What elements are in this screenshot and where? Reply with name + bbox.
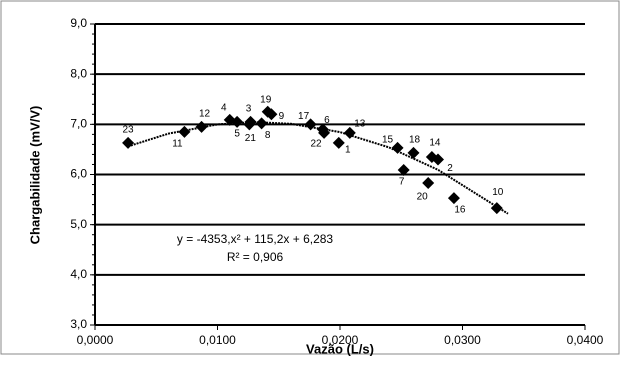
y-tick-label: 3,0 xyxy=(70,317,87,331)
point-label: 21 xyxy=(245,133,257,144)
point xyxy=(265,108,278,121)
point xyxy=(332,136,345,149)
point xyxy=(243,118,256,131)
point-label: 8 xyxy=(265,130,271,141)
point-label: 20 xyxy=(417,192,429,203)
point-label: 15 xyxy=(382,135,394,146)
point-label: 6 xyxy=(324,115,330,126)
point-label: 12 xyxy=(199,108,211,119)
point-label: 18 xyxy=(409,135,421,146)
point-label: 1 xyxy=(345,145,351,156)
point xyxy=(195,120,208,133)
point-label: 7 xyxy=(399,177,405,188)
x-axis-label: Vazão (L/s) xyxy=(306,341,374,356)
point-label: 10 xyxy=(492,187,504,198)
point xyxy=(490,202,503,215)
y-tick-label: 4,0 xyxy=(70,267,87,281)
point-label: 2 xyxy=(447,163,453,174)
point xyxy=(422,177,435,190)
x-tick-label: 0,0000 xyxy=(77,333,114,347)
point-label: 4 xyxy=(221,102,227,113)
point-label: 23 xyxy=(123,125,135,136)
y-tick-label: 8,0 xyxy=(70,66,87,80)
y-tick-label: 9,0 xyxy=(70,16,87,30)
point-label: 17 xyxy=(298,111,310,122)
point xyxy=(397,163,410,176)
point-label: 22 xyxy=(311,139,323,150)
y-tick-label: 5,0 xyxy=(70,217,87,231)
point-label: 16 xyxy=(454,205,466,216)
point xyxy=(407,146,420,159)
point xyxy=(318,126,331,139)
point-label: 11 xyxy=(172,138,183,149)
y-tick-label: 7,0 xyxy=(70,117,87,131)
point-label: 19 xyxy=(260,94,272,105)
point xyxy=(304,118,317,131)
x-tick-label: 0,0400 xyxy=(567,333,604,347)
point xyxy=(231,115,244,128)
equation: y = -4353,x² + 115,2x + 6,283 xyxy=(177,232,334,246)
point xyxy=(391,141,404,154)
point xyxy=(447,192,460,205)
point xyxy=(178,125,191,138)
x-tick-label: 0,0300 xyxy=(444,333,481,347)
point xyxy=(432,153,444,166)
y-axis-label: Chargabilidade (mV/V) xyxy=(27,106,42,245)
point xyxy=(122,136,135,149)
point-label: 9 xyxy=(279,111,285,122)
point-label: 5 xyxy=(234,128,240,139)
r-squared: R² = 0,906 xyxy=(227,250,284,264)
point xyxy=(343,126,356,139)
point-label: 3 xyxy=(246,103,252,114)
y-tick-label: 6,0 xyxy=(70,167,87,181)
chart-frame xyxy=(0,0,620,355)
point xyxy=(255,117,268,130)
point-label: 14 xyxy=(429,138,441,149)
x-tick-label: 0,0100 xyxy=(199,333,236,347)
point-label: 13 xyxy=(354,119,366,130)
x-tick-label: 0,0200 xyxy=(322,333,359,347)
